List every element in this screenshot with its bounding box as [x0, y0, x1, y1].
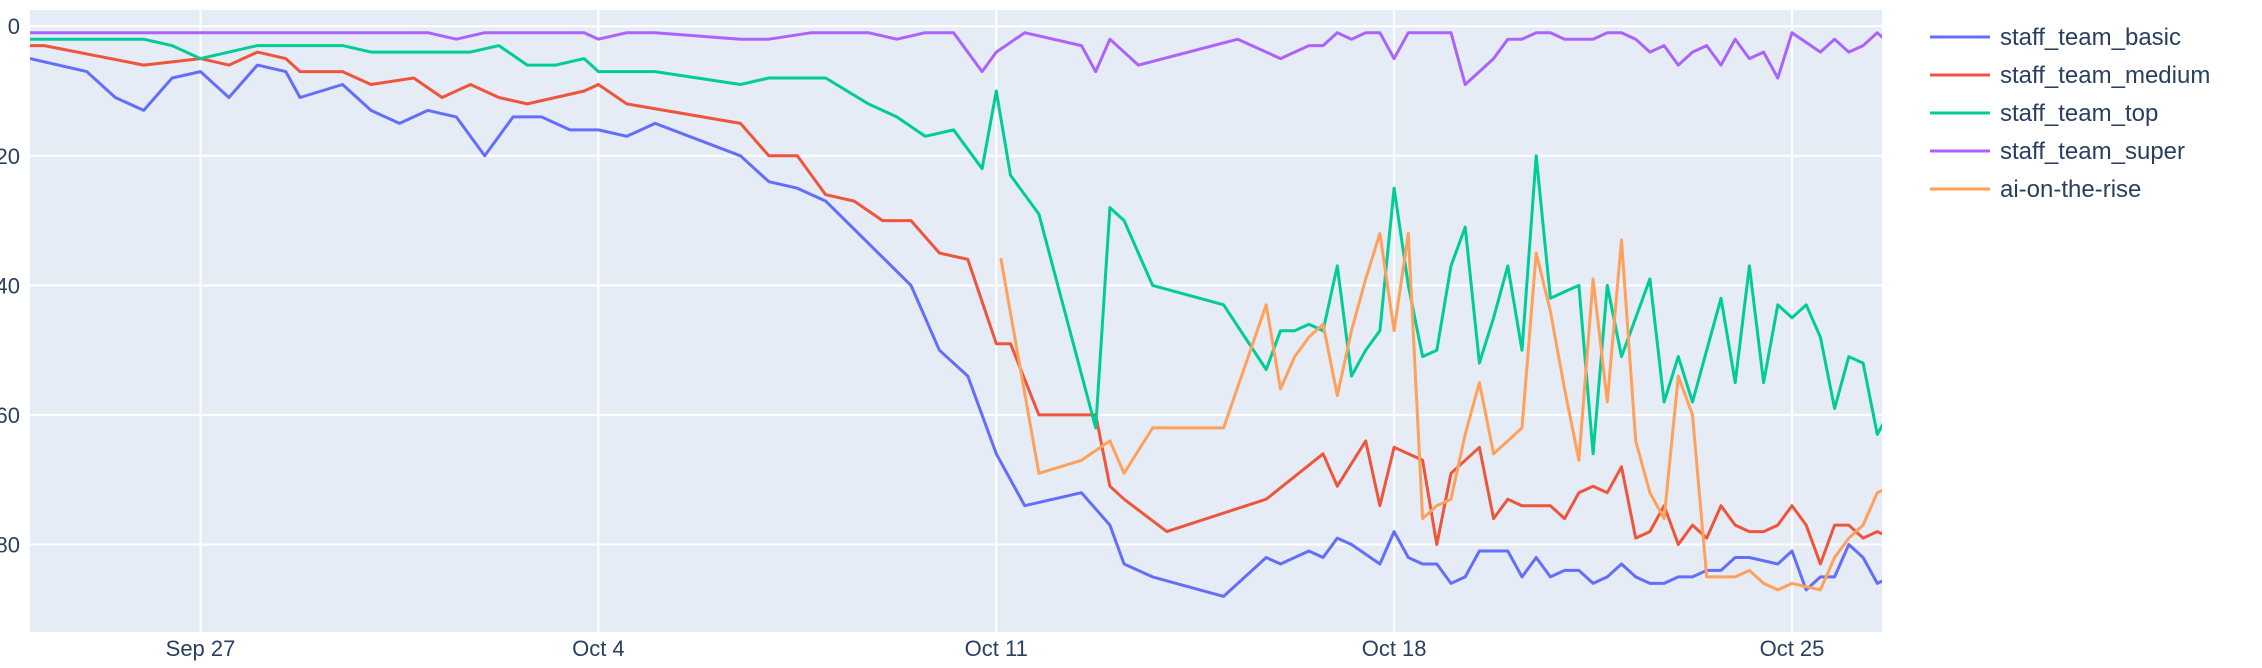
x-tick-label: Oct 18: [1362, 636, 1427, 661]
y-tick-label: 80: [0, 533, 20, 558]
series-line-staff-team-medium: [30, 44, 1882, 566]
series-line-staff-team-top: [30, 37, 1882, 456]
y-tick-label: 40: [0, 273, 20, 298]
y-tick-label: 60: [0, 403, 20, 428]
y-tick-label: 20: [0, 144, 20, 169]
plot-background: [30, 10, 1882, 632]
axis-tick-labels: Sep 27 Oct 4 Oct 11 Oct 18 Oct 25 0 20 40 60 80: [0, 14, 1824, 661]
legend-label: staff_team_top: [2000, 100, 2158, 127]
series-line-staff-team-basic: [30, 57, 1882, 598]
series-lines: [30, 31, 1882, 598]
legend-label: staff_team_basic: [2000, 24, 2181, 51]
x-tick-label: Sep 27: [166, 636, 236, 661]
legend-item-ai-on-the-rise[interactable]: ai-on-the-rise: [1930, 176, 2141, 203]
series-line-staff-team-super: [30, 31, 1882, 86]
legend-label: staff_team_medium: [2000, 62, 2210, 89]
legend-label: staff_team_super: [2000, 138, 2185, 165]
y-tick-label: 0: [8, 14, 20, 39]
legend-item-staff-team-super[interactable]: staff_team_super: [1930, 138, 2185, 165]
grid-lines: [30, 10, 1882, 632]
x-tick-label: Oct 11: [965, 636, 1028, 661]
legend-label: ai-on-the-rise: [2000, 176, 2141, 203]
series-line-ai-on-the-rise: [999, 232, 1882, 592]
legend-item-staff-team-top[interactable]: staff_team_top: [1930, 100, 2158, 127]
legend-item-staff-team-basic[interactable]: staff_team_basic: [1930, 24, 2181, 51]
legend-item-staff-team-medium[interactable]: staff_team_medium: [1930, 62, 2210, 89]
x-tick-label: Oct 25: [1760, 636, 1825, 661]
x-tick-label: Oct 4: [572, 636, 625, 661]
legend[interactable]: staff_team_basic staff_team_medium staff_t…: [1930, 24, 2210, 203]
